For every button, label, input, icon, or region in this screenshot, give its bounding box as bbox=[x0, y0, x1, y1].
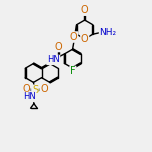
Text: O: O bbox=[40, 84, 48, 94]
Text: NH₂: NH₂ bbox=[100, 28, 117, 37]
Text: O: O bbox=[81, 5, 88, 15]
Text: O: O bbox=[70, 32, 78, 42]
Text: O: O bbox=[54, 41, 62, 52]
Text: F: F bbox=[70, 66, 76, 76]
Text: HN: HN bbox=[23, 92, 36, 102]
Text: O: O bbox=[22, 84, 30, 94]
Text: O: O bbox=[81, 34, 88, 44]
Text: HN: HN bbox=[47, 55, 60, 64]
Text: S: S bbox=[32, 85, 38, 95]
